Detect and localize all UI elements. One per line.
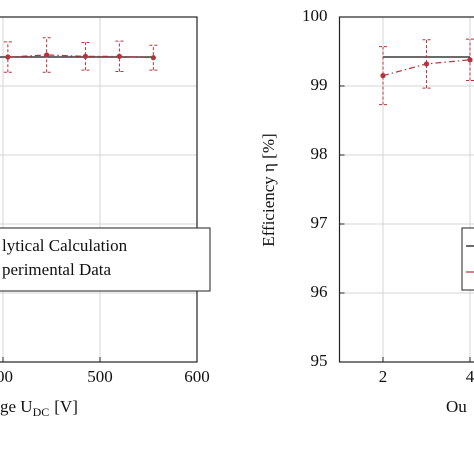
data-point [5,54,11,60]
x-axis-label: ge UDC [V] [0,397,78,419]
y-tick-label: 95 [311,351,328,370]
data-point [82,53,89,59]
data-point [423,61,430,67]
x-tick-label: 00 [0,367,13,386]
error-bar [379,46,387,106]
x-axis-label: Ou [446,397,467,416]
legend-box [0,227,211,292]
x-tick-label: 4 [466,367,474,386]
y-tick-label: 99 [311,75,328,94]
data-point [380,73,386,79]
plot-frame [0,16,198,363]
data-point [467,57,473,63]
y-tick-label: 100 [302,6,328,25]
x-tick-label: 500 [87,367,113,386]
legend-label: perimental Data [2,260,111,279]
x-tick-label: 600 [184,367,210,386]
plot-frame [338,16,474,363]
data-point [44,52,50,58]
y-tick-label: 97 [311,213,329,232]
y-tick-label: 96 [311,282,328,301]
error-bar [81,42,90,71]
y-tick-label: 98 [311,144,328,163]
y-axis-label: Efficiency η [%] [259,133,278,246]
data-point [116,53,122,59]
legend-label: lytical Calculation [2,236,128,255]
x-tick-label: 2 [379,367,388,386]
error-bar [422,39,431,89]
legend-box [461,227,474,291]
data-point [150,55,156,61]
